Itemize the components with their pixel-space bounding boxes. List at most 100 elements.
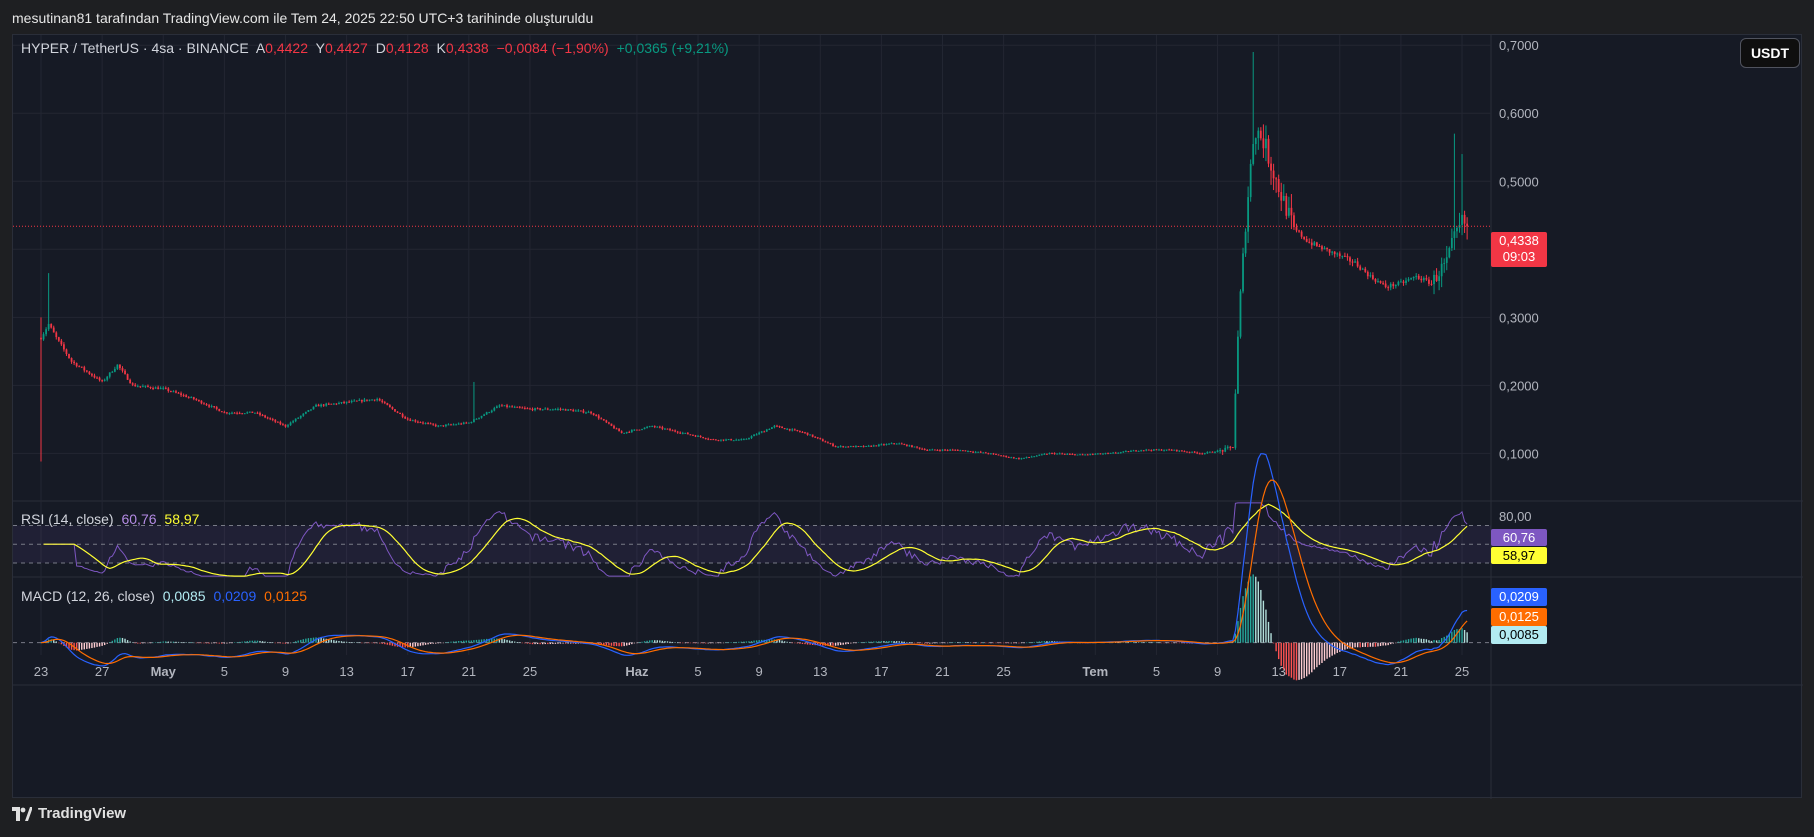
candle-body bbox=[88, 371, 91, 375]
candle-body bbox=[106, 376, 109, 380]
macd-hist-bar bbox=[974, 642, 977, 644]
x-tick-label: 21 bbox=[1394, 664, 1408, 679]
candle-body bbox=[1137, 450, 1140, 452]
candle-body bbox=[895, 443, 898, 445]
candle-body bbox=[236, 412, 238, 414]
candle-body bbox=[1308, 241, 1311, 243]
macd-hist-bar bbox=[636, 642, 638, 644]
macd-hist-bar bbox=[1277, 642, 1280, 660]
macd-hist-bar bbox=[987, 642, 990, 644]
candle-body bbox=[1224, 447, 1227, 452]
candle-body bbox=[103, 379, 106, 381]
macd-hist-bar bbox=[312, 637, 315, 643]
candle-body bbox=[330, 403, 333, 405]
macd-hist-bar bbox=[743, 641, 745, 643]
candle-body bbox=[345, 401, 348, 403]
macd-hist-bar bbox=[865, 641, 867, 643]
macd-hist-bar bbox=[1255, 576, 1257, 643]
candle-body bbox=[585, 412, 587, 414]
candle-body bbox=[885, 443, 888, 445]
chart-caption: mesutinan81 tarafından TradingView.com i… bbox=[12, 10, 594, 26]
candle-body bbox=[391, 406, 394, 410]
macd-hist-bar bbox=[1237, 621, 1239, 643]
macd-hist-bar bbox=[539, 642, 541, 645]
macd-hist-bar bbox=[857, 642, 860, 643]
macd-hist-bar bbox=[870, 641, 872, 643]
macd-hist-bar bbox=[544, 642, 546, 645]
macd-hist-bar bbox=[223, 642, 226, 644]
macd-hist-bar bbox=[758, 640, 760, 643]
macd-hist-bar bbox=[873, 641, 875, 643]
macd-hist-bar bbox=[386, 642, 389, 645]
candle-body bbox=[1328, 249, 1331, 253]
candle-body bbox=[1173, 449, 1176, 451]
rsi-title[interactable]: RSI (14, close) bbox=[21, 511, 114, 527]
candle-body bbox=[401, 413, 404, 417]
candle-body bbox=[157, 387, 160, 390]
candle-body bbox=[108, 372, 111, 377]
candle-body bbox=[394, 409, 396, 412]
candle-body bbox=[1249, 163, 1252, 198]
macd-hist-bar bbox=[361, 642, 363, 644]
candle-body bbox=[1068, 453, 1071, 455]
symbol-label[interactable]: HYPER / TetherUS · 4sa · BINANCE bbox=[21, 40, 249, 56]
macd-title[interactable]: MACD (12, 26, close) bbox=[21, 588, 155, 604]
candle-body bbox=[809, 434, 811, 436]
chart-frame[interactable]: 0,10000,20000,30000,40000,50000,60000,70… bbox=[12, 34, 1803, 799]
candle-body bbox=[748, 438, 750, 440]
macd-hist-bar bbox=[284, 642, 287, 644]
candle-body bbox=[52, 327, 55, 333]
macd-hist-bar bbox=[1181, 642, 1183, 644]
candle-body bbox=[1321, 246, 1323, 250]
x-tick-label: 13 bbox=[339, 664, 353, 679]
candle-body bbox=[686, 432, 689, 435]
macd-hist-bar bbox=[977, 642, 979, 644]
macd-hist-bar bbox=[929, 642, 931, 644]
macd-hist-bar bbox=[804, 642, 806, 645]
macd-hist-bar bbox=[162, 641, 164, 643]
macd-hist-bar bbox=[1305, 642, 1308, 677]
price-legend: HYPER / TetherUS · 4sa · BINANCE A0,4422… bbox=[21, 40, 733, 56]
macd-hist-bar bbox=[1041, 641, 1043, 643]
candle-body bbox=[1351, 261, 1354, 263]
macd-hist-bar bbox=[238, 641, 241, 643]
tradingview-logo[interactable]: TradingView bbox=[12, 805, 126, 822]
candle-body bbox=[1127, 451, 1130, 453]
candle-body bbox=[1402, 281, 1405, 283]
macd-hist-bar bbox=[1293, 642, 1295, 680]
candle-body bbox=[628, 431, 631, 433]
macd-hist-bar bbox=[898, 641, 900, 643]
candle-body bbox=[893, 443, 896, 445]
macd-hist-bar bbox=[251, 640, 254, 643]
currency-button[interactable]: USDT bbox=[1740, 38, 1800, 68]
x-tick-label: May bbox=[151, 664, 177, 679]
macd-hist-bar bbox=[1341, 642, 1344, 651]
candle-body bbox=[549, 409, 552, 411]
candle-body bbox=[274, 419, 277, 422]
candle-body bbox=[366, 399, 368, 401]
chart-canvas[interactable]: 0,10000,20000,30000,40000,50000,60000,70… bbox=[13, 35, 1803, 799]
macd-hist-bar bbox=[213, 642, 215, 644]
candle-body bbox=[758, 432, 761, 435]
macd-hist-bar bbox=[1270, 633, 1272, 643]
candle-body bbox=[689, 434, 692, 436]
macd-hist-bar bbox=[96, 642, 98, 647]
candle-body bbox=[1181, 450, 1183, 452]
macd-hist-bar bbox=[906, 642, 908, 643]
candle-body bbox=[1053, 453, 1056, 455]
candle-body bbox=[956, 449, 959, 451]
candle-body bbox=[949, 449, 952, 451]
candle-body bbox=[498, 405, 501, 407]
candle-body bbox=[203, 403, 205, 405]
macd-hist-bar bbox=[768, 639, 771, 643]
macd-hist-bar bbox=[480, 639, 483, 643]
candle-body bbox=[213, 406, 216, 408]
candle-body bbox=[618, 428, 620, 432]
macd-hist-bar bbox=[205, 642, 208, 644]
candle-body bbox=[804, 432, 806, 434]
candle-body bbox=[760, 431, 763, 433]
macd-hist-bar bbox=[188, 642, 190, 644]
candle-body bbox=[1150, 450, 1153, 452]
candle-body bbox=[185, 395, 188, 398]
macd-hist-bar bbox=[1420, 638, 1422, 643]
